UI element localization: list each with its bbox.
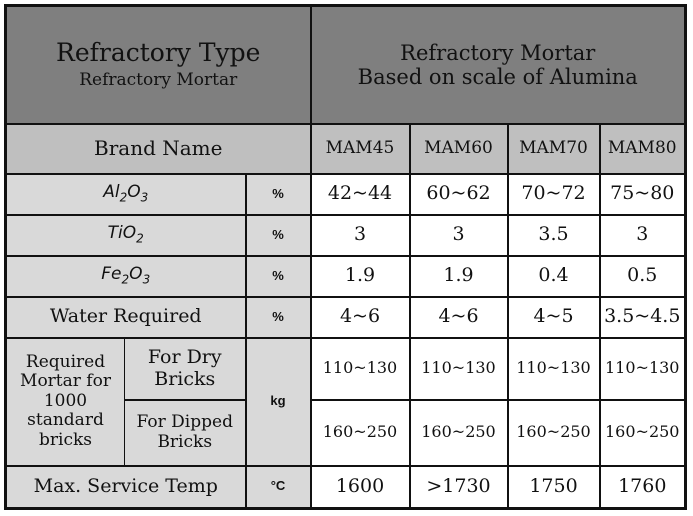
al2o3-value-mam60: 60~62 [408, 172, 509, 216]
max-service-temp-label: Max. Service Temp [4, 464, 247, 510]
dipped-mortar-value-mam70: 160~250 [506, 398, 601, 467]
fe2o3-value-mam70: 0.4 [506, 254, 601, 298]
temp-value-mam70: 1750 [506, 464, 601, 510]
temp-value-mam60: >1730 [408, 464, 509, 510]
dry-mortar-value-mam45: 110~130 [309, 336, 411, 401]
water-value-mam70: 4~5 [506, 295, 601, 339]
refractory-mortar-spec-table: Refractory Type Refractory Mortar Refrac… [4, 4, 687, 510]
dry-mortar-value-mam80: 110~130 [598, 336, 687, 401]
water-value-mam60: 4~6 [408, 295, 509, 339]
max-service-temp-unit: °C [244, 464, 312, 510]
al2o3-unit: % [244, 172, 312, 216]
tio2-value-mam70: 3.5 [506, 213, 601, 257]
water-value-mam45: 4~6 [309, 295, 411, 339]
model-header-mam80: MAM80 [598, 122, 687, 175]
required-mortar-unit: kg [244, 336, 312, 467]
refractory-type-header: Refractory Type Refractory Mortar [4, 4, 312, 125]
water-value-mam80: 3.5~4.5 [598, 295, 687, 339]
al2o3-value-mam70: 70~72 [506, 172, 601, 216]
product-line-title: Refractory Mortar [400, 40, 596, 65]
temp-value-mam45: 1600 [309, 464, 411, 510]
al2o3-value-mam80: 75~80 [598, 172, 687, 216]
tio2-formula: TiO2 [107, 222, 144, 246]
tio2-value-mam60: 3 [408, 213, 509, 257]
product-line-subtitle: Based on scale of Alumina [357, 64, 638, 89]
tio2-unit: % [244, 213, 312, 257]
tio2-value-mam80: 3 [598, 213, 687, 257]
tio2-value-mam45: 3 [309, 213, 411, 257]
refractory-type-subtitle: Refractory Mortar [79, 70, 238, 91]
product-line-header: Refractory Mortar Based on scale of Alum… [309, 4, 687, 125]
dry-mortar-value-mam60: 110~130 [408, 336, 509, 401]
dipped-mortar-value-mam60: 160~250 [408, 398, 509, 467]
fe2o3-formula: Fe2O3 [101, 263, 151, 287]
fe2o3-value-mam80: 0.5 [598, 254, 687, 298]
model-header-mam45: MAM45 [309, 122, 411, 175]
fe2o3-value-mam45: 1.9 [309, 254, 411, 298]
dipped-bricks-label: For Dipped Bricks [124, 398, 247, 467]
tio2-label: TiO2 [4, 213, 247, 257]
model-header-mam60: MAM60 [408, 122, 509, 175]
dry-mortar-value-mam70: 110~130 [506, 336, 601, 401]
fe2o3-unit: % [244, 254, 312, 298]
al2o3-label: Al2O3 [4, 172, 247, 216]
dipped-mortar-value-mam80: 160~250 [598, 398, 687, 467]
dipped-mortar-value-mam45: 160~250 [309, 398, 411, 467]
fe2o3-value-mam60: 1.9 [408, 254, 509, 298]
required-mortar-label: Required Mortar for 1000 standard bricks [4, 336, 125, 467]
temp-value-mam80: 1760 [598, 464, 687, 510]
dry-bricks-label: For Dry Bricks [124, 336, 247, 401]
al2o3-value-mam45: 42~44 [309, 172, 411, 216]
water-required-label: Water Required [4, 295, 247, 339]
water-required-unit: % [244, 295, 312, 339]
refractory-type-title: Refractory Type [56, 37, 261, 67]
brand-name-label: Brand Name [4, 122, 312, 175]
fe2o3-label: Fe2O3 [4, 254, 247, 298]
model-header-mam70: MAM70 [506, 122, 601, 175]
al2o3-formula: Al2O3 [103, 181, 149, 205]
